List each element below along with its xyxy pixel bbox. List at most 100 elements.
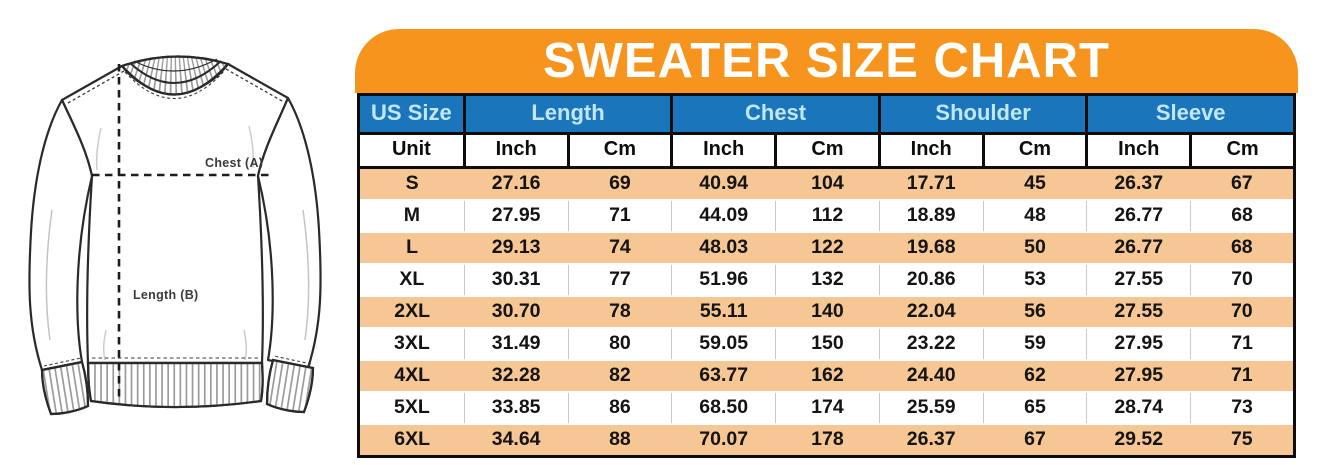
value-cell: 18.89 [879,200,984,232]
value-cell: 26.37 [879,423,984,458]
value-cell: 122 [775,231,880,265]
table-row: S 27.16 69 40.94 104 17.71 45 26.37 67 [358,166,1295,201]
table-row: XL 30.31 77 51.96 132 20.86 53 27.55 70 [358,264,1295,296]
unit-header: Inch [1085,132,1193,169]
value-cell: 78 [568,295,672,329]
value-cell: 132 [775,264,880,296]
chart-title: SWEATER SIZE CHART [543,34,1110,88]
fold-lines [95,125,255,361]
value-cell: 27.95 [1086,359,1191,393]
value-cell: 26.77 [1086,200,1192,232]
size-cell: L [358,231,465,265]
chart-title-banner: SWEATER SIZE CHART [355,29,1298,93]
table-row: 4XL 32.28 82 63.77 162 24.40 62 27.95 71 [358,359,1295,393]
group-header-length: Length [462,93,674,135]
value-cell: 73 [1231,396,1253,418]
table-row: 5XL 33.85 86 68.50 174 25.59 65 28.74 73 [358,392,1295,424]
unit-header: Inch [670,132,778,169]
value-cell: 29.13 [464,231,569,265]
unit-header: Cm [981,132,1089,169]
size-cell: 5XL [358,392,465,424]
size-rows: S 27.16 69 40.94 104 17.71 45 26.37 67 M 27.95 71 44… [358,166,1295,458]
unit-header: Cm [566,132,674,169]
value-cell: 27.55 [1086,264,1192,296]
value-cell: 27.95 [1086,328,1192,360]
value-cell: 59 [983,328,1088,360]
value-cell: 71 [1231,332,1253,354]
size-cell: 6XL [358,423,465,458]
group-header-chest: Chest [670,93,881,135]
table-row: 3XL 31.49 80 59.05 150 23.22 59 27.95 71 [358,328,1295,360]
value-cell: 28.74 [1086,392,1192,424]
value-cell: 19.68 [879,231,984,265]
value-cell: 34.64 [464,423,569,458]
unit-header-row: Unit Inch Cm Inch Cm Inch Cm Inch Cm [357,132,1296,169]
unit-header: Cm [1189,132,1296,169]
value-cell: 30.31 [464,264,569,296]
size-chart-panel: SWEATER SIZE CHART US Size Length Chest … [355,29,1298,458]
value-cell: 69 [568,166,672,201]
table-row: 2XL 30.70 78 55.11 140 22.04 56 27.55 70 [358,295,1295,329]
value-cell: 104 [775,166,880,201]
table-row: M 27.95 71 44.09 112 18.89 48 26.77 68 [358,200,1295,232]
value-cell: 44.09 [671,200,777,232]
value-cell: 55.11 [671,295,776,329]
value-cell: 62 [983,359,1087,393]
value-cell: 71 [568,200,673,232]
table-row: 6XL 34.64 88 70.07 178 26.37 67 29.52 75 [358,423,1295,458]
value-cell: 23.22 [879,328,984,360]
value-cell: 150 [775,328,880,360]
value-cell: 24.40 [879,359,984,393]
left-cuff-stitch [43,357,82,367]
sweater-collar [120,55,230,96]
value-cell: 53 [983,264,1088,296]
value-cell: 40.94 [671,166,776,201]
value-cell: 68.50 [671,392,777,424]
value-cell: 56 [983,295,1087,329]
value-cell: 70 [1231,268,1253,290]
sweater-illustration: Chest (A) Length (B) [28,55,322,416]
value-cell: 75 [1190,423,1295,458]
sweater-diagram: Chest (A) Length (B) [0,0,356,465]
size-cell: 3XL [358,328,465,360]
value-cell: 27.95 [464,200,569,232]
value-cell: 48 [983,200,1088,232]
value-cell: 67 [983,423,1087,458]
value-cell: 70.07 [671,423,776,458]
value-cell: 29.52 [1086,423,1191,458]
value-cell: 178 [775,423,880,458]
right-cuff-stitch [273,355,312,365]
value-cell: 140 [775,295,880,329]
group-header-shoulder: Shoulder [877,93,1089,135]
value-cell: 20.86 [879,264,984,296]
value-cell: 26.77 [1086,231,1191,265]
value-cell: 162 [775,359,880,393]
value-cell: 112 [775,200,880,232]
size-cell: S [358,166,465,201]
measurement-lines [92,64,270,401]
value-cell: 17.71 [879,166,984,201]
group-header-row: US Size Length Chest Shoulder Sleeve [357,93,1296,135]
hem-band [86,361,264,409]
unit-header: Inch [462,132,570,169]
value-cell: 80 [568,328,673,360]
value-cell: 86 [568,392,673,424]
chest-label: Chest (A) [205,156,263,170]
value-cell: 51.96 [671,264,777,296]
table-row: L 29.13 74 48.03 122 19.68 50 26.77 68 [358,231,1295,265]
size-cell: M [358,200,465,232]
value-cell: 48.03 [671,231,776,265]
length-label: Length (B) [133,288,198,302]
value-cell: 63.77 [671,359,776,393]
value-cell: 27.16 [464,166,569,201]
value-cell: 33.85 [464,392,569,424]
value-cell: 22.04 [879,295,984,329]
unit-header: Unit [357,132,466,169]
value-cell: 68 [1190,231,1295,265]
value-cell: 65 [983,392,1088,424]
value-cell: 174 [775,392,880,424]
value-cell: 67 [1190,166,1295,201]
value-cell: 32.28 [464,359,569,393]
group-header-us-size: US Size [357,93,466,135]
